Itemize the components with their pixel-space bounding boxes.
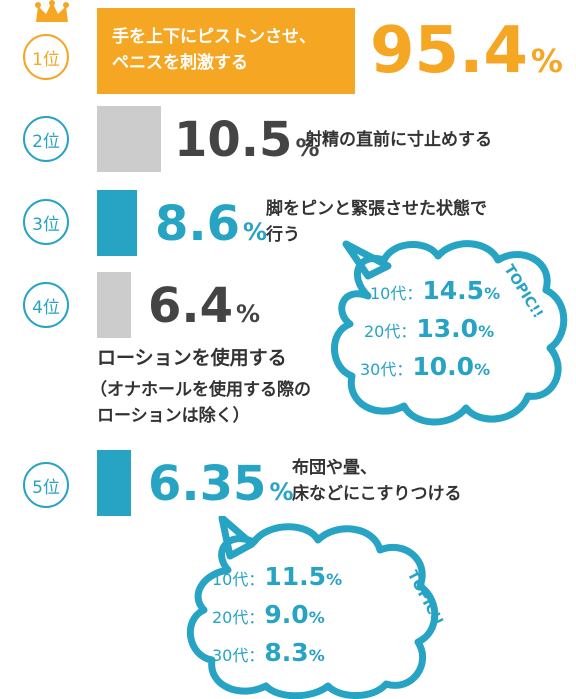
topic-bubble-2 (186, 516, 439, 699)
value-rank-1: 95.4% (370, 14, 563, 88)
topic-2-row-2-unit: % (308, 608, 325, 627)
value-rank-5: 6.35% (148, 456, 293, 512)
topic-bubble-1 (331, 240, 568, 426)
value-rank-5-unit: % (269, 478, 294, 506)
topic-1-row-1: 10代：14.5% (370, 276, 500, 305)
label-rank-3-line-2: 行う (266, 225, 300, 245)
bar-rank-3 (97, 190, 137, 256)
topic-1-row-3-unit: % (474, 360, 491, 379)
rank-badge-4: 4位 (23, 282, 69, 328)
topic-2-row-2: 20代：9.0% (212, 600, 325, 629)
crown-icon (35, 0, 69, 22)
topic-2-row-1-value: 11.5 (264, 562, 327, 591)
topic-1-row-2-value: 13.0 (416, 314, 479, 343)
topic-2-row-3-unit: % (308, 646, 325, 665)
value-rank-4: 6.4% (148, 278, 260, 334)
rank-badge-1: 1位 (23, 34, 69, 80)
value-rank-2: 10.5% (174, 112, 319, 168)
rank-badge-3: 3位 (23, 199, 69, 245)
topic-1-row-3: 30代：10.0% (360, 352, 490, 381)
topic-1-row-1-unit: % (484, 284, 501, 303)
value-rank-2-unit: % (295, 134, 320, 162)
bar-rank-4 (97, 272, 131, 338)
topic-2-row-3-colon: ： (248, 646, 265, 665)
topic-1-row-2-unit: % (478, 322, 495, 341)
topic-2-row-1: 10代：11.5% (212, 562, 342, 591)
label-rank-5-line-1: 布団や畳、 (292, 458, 377, 478)
value-rank-5-number: 6.35 (148, 456, 267, 512)
value-rank-4-unit: % (236, 300, 261, 328)
value-rank-4-number: 6.4 (148, 278, 234, 334)
label-rank-5-line-2: 床などにこすりつける (292, 484, 462, 504)
label-rank-1-line-2: ペニスを刺激する (112, 53, 248, 73)
topic-2-row-2-value: 9.0 (264, 600, 309, 629)
topic-1-row-3-colon: ： (396, 360, 413, 379)
label-rank-3-line-1: 脚をピンと緊張させた状態で (266, 199, 487, 219)
bar-rank-2 (97, 106, 161, 172)
topic-1-row-2-colon: ： (400, 322, 417, 341)
label-rank-4-line-2: （オナホールを使用する際の (90, 380, 311, 400)
label-rank-2-line-1: 射精の直前に寸止めする (305, 130, 492, 150)
label-rank-4-line-1: ローションを使用する (97, 347, 287, 369)
rank-badge-5: 5位 (23, 462, 69, 508)
topic-2-row-1-colon: ： (248, 570, 265, 589)
topic-1-row-2: 20代：13.0% (364, 314, 494, 343)
bar-rank-5 (97, 450, 131, 516)
topic-1-row-2-age: 20代 (364, 322, 401, 341)
value-rank-3: 8.6% (155, 196, 267, 252)
topic-2-row-1-age: 10代 (212, 570, 249, 589)
value-rank-2-number: 10.5 (174, 112, 293, 168)
topic-2-row-2-age: 20代 (212, 608, 249, 627)
bar-rank-1 (97, 8, 355, 94)
rank-badge-2: 2位 (23, 116, 69, 162)
topic-2-row-3-age: 30代 (212, 646, 249, 665)
topic-1-row-1-value: 14.5 (422, 276, 485, 305)
topic-1-row-1-colon: ： (406, 284, 423, 303)
topic-1-row-3-age: 30代 (360, 360, 397, 379)
topic-2-row-1-unit: % (326, 570, 343, 589)
value-rank-3-unit: % (243, 218, 268, 246)
value-rank-1-unit: % (530, 42, 563, 80)
topic-2-row-3-value: 8.3 (264, 638, 309, 667)
topic-1-row-1-age: 10代 (370, 284, 407, 303)
label-rank-1-line-1: 手を上下にピストンさせ、 (112, 27, 316, 47)
label-rank-4-line-3: ローションは除く） (97, 406, 250, 426)
value-rank-1-number: 95.4 (370, 14, 528, 88)
topic-1-row-3-value: 10.0 (412, 352, 475, 381)
topic-2-row-3: 30代：8.3% (212, 638, 325, 667)
topic-2-row-2-colon: ： (248, 608, 265, 627)
value-rank-3-number: 8.6 (155, 196, 241, 252)
